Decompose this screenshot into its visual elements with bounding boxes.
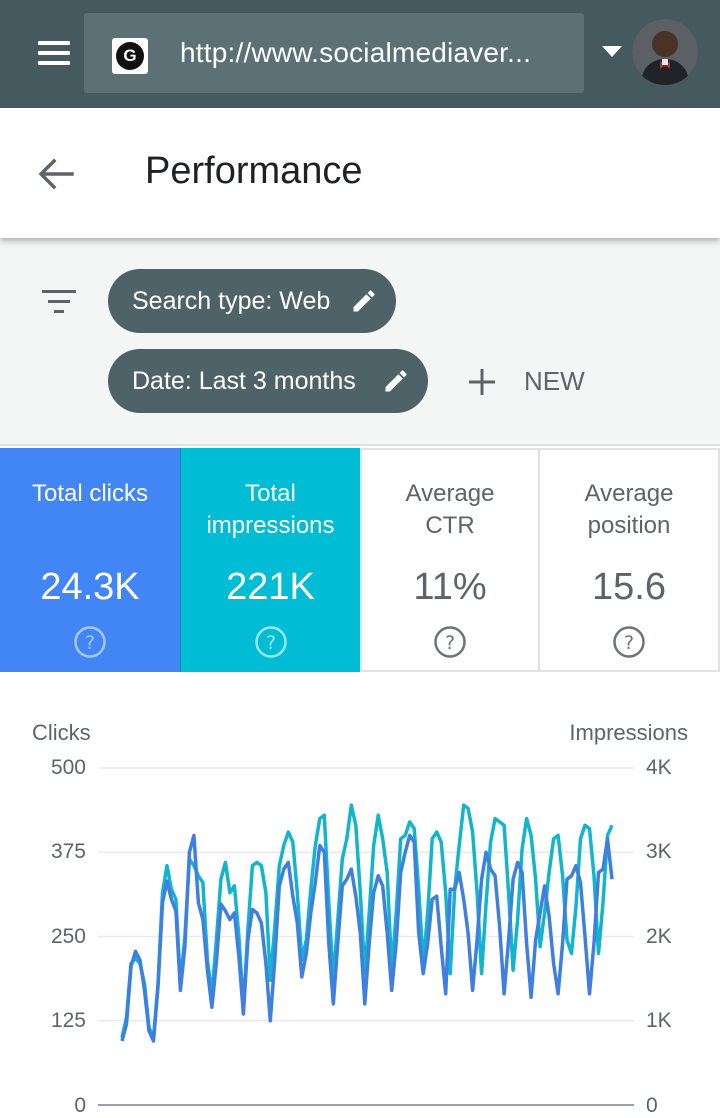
svg-text:?: ? <box>624 632 634 654</box>
metric-card-average-ctr[interactable]: Average CTR 11% ? <box>360 448 540 672</box>
metric-card-total-clicks[interactable]: Total clicks 24.3K ? <box>0 448 180 672</box>
svg-text:?: ? <box>85 632 95 654</box>
left-tick-label: 250 <box>50 925 86 948</box>
triangle-down-icon[interactable] <box>600 44 624 60</box>
left-tick-label: 0 <box>74 1094 86 1117</box>
page-title: Performance <box>145 150 363 192</box>
filter-list-icon[interactable] <box>40 286 78 316</box>
metric-label: Total impressions <box>206 480 335 539</box>
url-text[interactable]: http://www.socialmediaver... <box>180 37 532 68</box>
arrow-left-icon[interactable] <box>34 154 78 194</box>
metric-card-average-position[interactable]: Average position 15.6 ? <box>538 448 720 672</box>
left-tick-label: 500 <box>50 756 86 779</box>
right-tick-label: 0 <box>646 1094 658 1117</box>
metric-label: Total clicks <box>31 480 149 507</box>
left-tick-label: 375 <box>50 840 86 863</box>
filter-bar: Search type: Web Date: Last 3 months NEW <box>0 238 720 446</box>
page-header: Performance <box>0 108 720 238</box>
metric-value: 11% <box>413 566 487 608</box>
filter-chip-date[interactable]: Date: Last 3 months <box>108 349 428 413</box>
new-filter-label: NEW <box>524 366 585 396</box>
question-circle-icon[interactable]: ? <box>254 625 288 659</box>
series-line-impressions[interactable] <box>120 803 614 1040</box>
svg-text:?: ? <box>265 632 275 654</box>
left-axis-title: Clicks <box>32 720 91 745</box>
avatar[interactable] <box>632 19 698 85</box>
performance-chart: Clicks Impressions 500 375 250 125 0 4K … <box>0 672 720 1117</box>
left-tick-label: 125 <box>50 1009 86 1032</box>
filter-chip-label: Date: Last 3 months <box>132 367 356 395</box>
right-tick-label: 4K <box>646 756 672 779</box>
filter-chip-label: Search type: Web <box>132 287 331 315</box>
metric-value: 221K <box>226 566 315 608</box>
pencil-icon[interactable] <box>382 367 410 395</box>
pencil-icon[interactable] <box>350 287 378 315</box>
right-axis-title: Impressions <box>569 720 688 745</box>
chart-canvas <box>98 767 634 1106</box>
plus-icon <box>469 369 495 395</box>
metric-label: Average CTR <box>405 480 495 539</box>
series-line-clicks[interactable] <box>120 833 614 1043</box>
url-bar[interactable]: G http://www.socialmediaver... <box>84 13 584 93</box>
svg-text:?: ? <box>445 632 455 654</box>
right-tick-label: 1K <box>646 1009 672 1032</box>
question-circle-icon[interactable]: ? <box>612 625 646 659</box>
metric-label: Average position <box>584 480 674 539</box>
question-circle-icon[interactable]: ? <box>433 625 467 659</box>
app-bar: G http://www.socialmediaver... <box>0 0 720 108</box>
metric-cards: Total clicks 24.3K ? Total impressions 22… <box>0 448 720 672</box>
menu-icon[interactable] <box>30 34 76 72</box>
metric-value: 24.3K <box>40 566 140 608</box>
right-tick-label: 2K <box>646 925 672 948</box>
metric-value: 15.6 <box>592 566 666 608</box>
filter-chip-search-type[interactable]: Search type: Web <box>108 269 396 333</box>
metric-card-total-impressions[interactable]: Total impressions 221K ? <box>180 448 360 672</box>
right-tick-label: 3K <box>646 840 672 863</box>
question-circle-icon[interactable]: ? <box>73 625 107 659</box>
site-favicon: G <box>112 38 148 74</box>
